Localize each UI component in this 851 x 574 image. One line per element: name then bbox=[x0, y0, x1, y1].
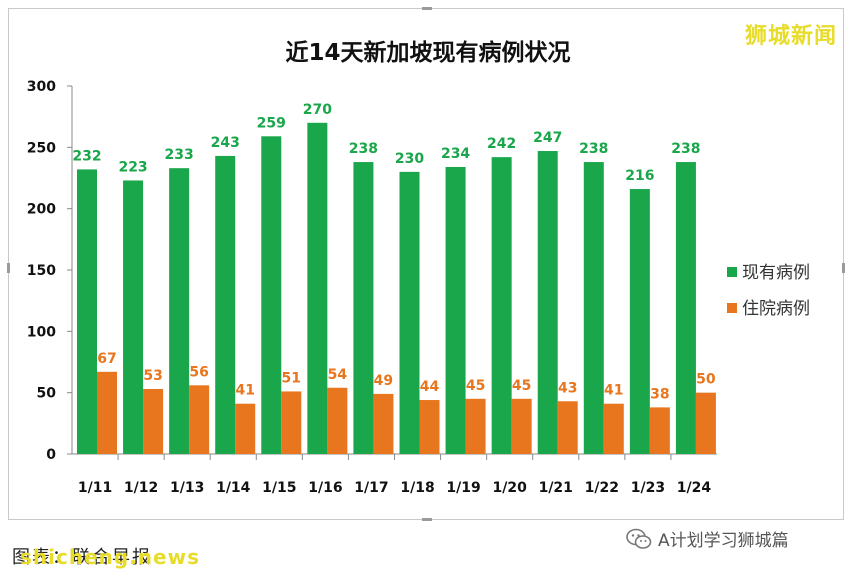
data-label: 50 bbox=[696, 372, 716, 388]
bar bbox=[399, 171, 420, 454]
y-tick-label: 0 bbox=[46, 447, 56, 463]
y-tick-label: 300 bbox=[27, 79, 56, 95]
y-tick-label: 150 bbox=[27, 263, 56, 279]
data-label: 233 bbox=[165, 147, 194, 163]
brand-watermark: 狮城新闻 bbox=[744, 24, 837, 49]
bar bbox=[143, 388, 164, 454]
y-tick-label: 100 bbox=[27, 324, 56, 340]
y-tick-label: 250 bbox=[27, 140, 56, 156]
bar bbox=[307, 122, 328, 455]
legend-label: 现有病例 bbox=[742, 263, 810, 283]
data-label: 234 bbox=[441, 146, 470, 162]
wechat-account-name: A计划学习狮城篇 bbox=[658, 531, 789, 551]
bar bbox=[537, 151, 558, 454]
data-label: 230 bbox=[395, 151, 424, 167]
data-label: 56 bbox=[189, 364, 208, 380]
bar bbox=[189, 385, 210, 454]
x-tick-label: 1/18 bbox=[400, 480, 434, 496]
x-tick-label: 1/24 bbox=[677, 480, 712, 496]
bar bbox=[77, 169, 97, 454]
source-caption: 图表：联合早报 bbox=[12, 547, 152, 568]
data-label: 216 bbox=[625, 168, 654, 184]
data-label: 238 bbox=[349, 141, 378, 157]
data-label: 232 bbox=[72, 148, 101, 164]
x-tick-label: 1/15 bbox=[262, 480, 296, 496]
x-tick-label: 1/16 bbox=[308, 480, 342, 496]
x-tick-label: 1/12 bbox=[124, 480, 158, 496]
bar bbox=[419, 400, 440, 454]
bar bbox=[169, 168, 190, 455]
data-label: 242 bbox=[487, 136, 516, 152]
axes: 0 50 100 150 200 250 300 1/11 1/12 1/13 1/14 1/15 1/… bbox=[27, 79, 717, 496]
bar bbox=[583, 162, 604, 454]
bottom-watermark: shicheng.news bbox=[20, 545, 200, 569]
data-label: 223 bbox=[118, 159, 147, 175]
x-tick-label: 1/13 bbox=[170, 480, 204, 496]
bar bbox=[281, 391, 302, 454]
x-tick-label: 1/14 bbox=[216, 480, 251, 496]
x-tick-label: 1/22 bbox=[585, 480, 619, 496]
legend-label: 住院病例 bbox=[742, 299, 810, 319]
bar bbox=[649, 407, 670, 454]
y-tick-label: 50 bbox=[37, 386, 57, 402]
data-label: 67 bbox=[97, 351, 116, 367]
data-label: 259 bbox=[257, 115, 286, 131]
data-label: 238 bbox=[579, 141, 608, 157]
bar bbox=[123, 180, 144, 454]
bar bbox=[327, 387, 348, 454]
bar bbox=[97, 371, 117, 454]
bar bbox=[215, 155, 236, 455]
x-tick-label: 1/17 bbox=[354, 480, 388, 496]
data-label: 54 bbox=[328, 367, 348, 383]
data-label: 51 bbox=[282, 370, 301, 386]
data-label: 243 bbox=[211, 135, 240, 151]
bar bbox=[695, 392, 716, 454]
x-tick-label: 1/23 bbox=[631, 480, 665, 496]
data-label: 45 bbox=[512, 378, 531, 394]
data-label: 38 bbox=[650, 386, 669, 402]
wechat-account: A计划学习狮城篇 bbox=[626, 526, 789, 551]
x-tick-label: 1/21 bbox=[539, 480, 573, 496]
bars bbox=[77, 122, 716, 455]
legend-swatch bbox=[727, 267, 737, 277]
resize-handle-left[interactable] bbox=[7, 263, 10, 273]
x-tick-label: 1/19 bbox=[446, 480, 480, 496]
bar bbox=[235, 403, 256, 454]
data-label: 45 bbox=[466, 378, 485, 394]
data-label: 247 bbox=[533, 130, 562, 146]
wechat-icon bbox=[626, 528, 652, 549]
resize-handle-bottom[interactable] bbox=[422, 518, 432, 521]
data-label: 43 bbox=[558, 380, 577, 396]
bar bbox=[511, 398, 532, 454]
data-label: 44 bbox=[420, 379, 440, 395]
data-label: 238 bbox=[671, 141, 700, 157]
bar bbox=[557, 401, 578, 454]
resize-handle-top[interactable] bbox=[422, 7, 432, 10]
data-label: 49 bbox=[374, 373, 393, 389]
chart-title: 近14天新加坡现有病例状况 bbox=[285, 39, 570, 66]
data-label: 53 bbox=[143, 368, 162, 384]
data-labels: 232 67 223 53 233 56 243 41 259 51 270 54 238 49 230 44… bbox=[72, 102, 716, 403]
resize-handle-right[interactable] bbox=[842, 263, 845, 273]
bar bbox=[491, 157, 512, 454]
bar bbox=[353, 162, 374, 454]
legend-swatch bbox=[727, 303, 737, 313]
data-label: 270 bbox=[303, 102, 332, 118]
y-tick-label: 200 bbox=[27, 202, 56, 218]
bar bbox=[445, 166, 466, 454]
data-label: 41 bbox=[235, 383, 254, 399]
bar bbox=[465, 398, 486, 454]
bar bbox=[603, 403, 624, 454]
data-label: 41 bbox=[604, 383, 623, 399]
bar bbox=[373, 393, 394, 454]
x-tick-label: 1/20 bbox=[493, 480, 528, 496]
bar bbox=[629, 189, 650, 455]
x-tick-label: 1/11 bbox=[78, 480, 112, 496]
bar bbox=[675, 162, 696, 454]
bar bbox=[261, 136, 282, 454]
